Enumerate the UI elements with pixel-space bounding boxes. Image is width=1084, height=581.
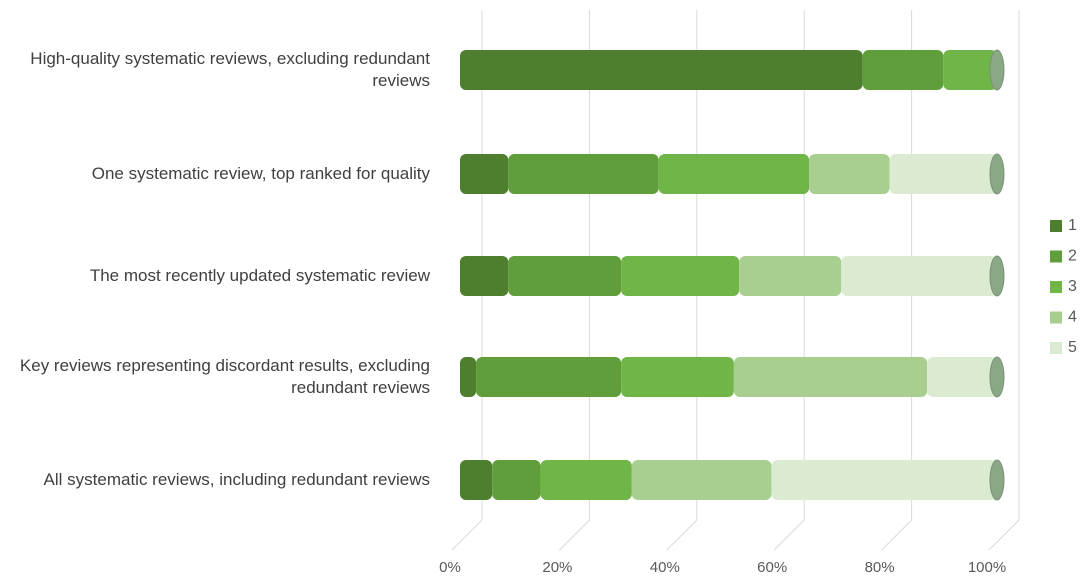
- legend-label: 5: [1068, 339, 1077, 356]
- bar-segment: [927, 357, 997, 397]
- bar-segment: [658, 154, 810, 194]
- grid-line: [881, 519, 912, 551]
- bar-segment: [889, 154, 997, 194]
- category-label: The most recently updated systematic rev…: [89, 266, 430, 285]
- bar-segment: [460, 460, 493, 500]
- bar-segment: [460, 256, 509, 296]
- category-label: One systematic review, top ranked for qu…: [91, 164, 430, 183]
- bar-segment: [862, 50, 944, 90]
- grid-line: [773, 519, 805, 551]
- bar-segment: [492, 460, 541, 500]
- bar-segment: [631, 460, 772, 500]
- x-tick-label: 60%: [757, 559, 787, 576]
- category-label: Key reviews representing discordant resu…: [19, 356, 430, 397]
- legend-swatch: [1050, 220, 1062, 232]
- bar-segment: [540, 460, 632, 500]
- legend-label: 4: [1068, 309, 1077, 326]
- grid-line: [559, 519, 590, 551]
- bar-segment: [476, 357, 622, 397]
- category-label: High-quality systematic reviews, excludi…: [30, 49, 430, 90]
- x-tick-label: 100%: [968, 559, 1006, 576]
- legend-label: 2: [1068, 248, 1077, 265]
- x-tick-label: 80%: [865, 559, 895, 576]
- bar-segment: [508, 256, 622, 296]
- legend-swatch: [1050, 281, 1062, 293]
- grid-line: [666, 519, 698, 551]
- legend-swatch: [1050, 250, 1062, 263]
- grid-line: [988, 519, 1020, 551]
- bar-segment: [739, 256, 842, 296]
- legend-label: 1: [1068, 217, 1077, 234]
- bar-segment: [621, 357, 734, 397]
- x-tick-label: 40%: [650, 559, 680, 576]
- bar-cap: [989, 356, 1005, 398]
- bar-segment: [733, 357, 928, 397]
- bar-cap: [989, 459, 1005, 501]
- bar-segment: [460, 357, 477, 397]
- grid-line: [451, 519, 483, 551]
- category-label: All systematic reviews, including redund…: [43, 470, 430, 489]
- bar-cap: [989, 255, 1005, 297]
- x-tick-label: 20%: [542, 559, 572, 576]
- bar-cap: [989, 49, 1005, 91]
- bar-segment: [841, 256, 997, 296]
- legend-swatch: [1050, 311, 1062, 324]
- legend-label: 3: [1068, 278, 1077, 295]
- bar-segment: [621, 256, 740, 296]
- bar-segment: [771, 460, 997, 500]
- x-tick-label: 0%: [439, 559, 461, 576]
- legend-swatch: [1050, 342, 1062, 354]
- bar-segment: [943, 50, 997, 90]
- bar-segment: [460, 50, 863, 90]
- bar-segment: [809, 154, 890, 194]
- bar-segment: [460, 154, 509, 194]
- bar-segment: [508, 154, 659, 194]
- bar-cap: [989, 153, 1005, 195]
